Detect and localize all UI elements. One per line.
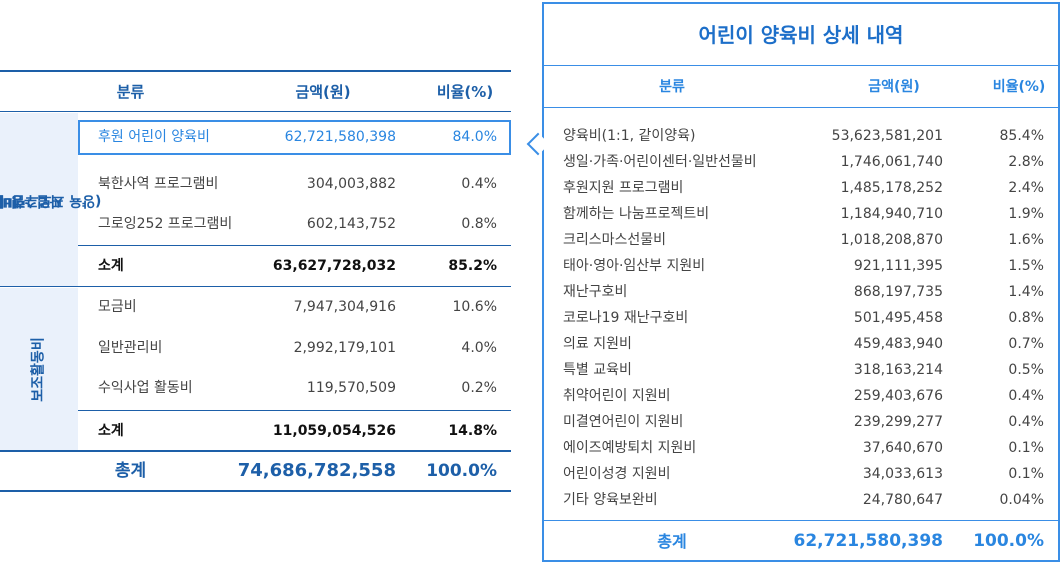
- table-row: 그로잉252 프로그램비 602,143,752 0.8%: [98, 216, 497, 232]
- detail-cell-amount: 1,485,178,252: [840, 180, 943, 196]
- detail-cell-ratio: 1.4%: [1008, 284, 1044, 300]
- detail-cell-category: 의료 지원비: [563, 336, 632, 352]
- expense-summary-table: 분류 금액(원) 비율(%) 사업수행비 (양육 프로그램비) 후원 어린이 양육…: [0, 70, 511, 492]
- detail-row: 양육비(1:1, 같이양육) 53,623,581,201 85.4%: [544, 123, 1058, 149]
- detail-cell-amount: 239,299,277: [853, 414, 943, 430]
- detail-cell-amount: 318,163,214: [853, 362, 943, 378]
- detail-panel: 어린이 양육비 상세 내역 분류 금액(원) 비율(%) 양육비(1:1, 같이…: [542, 2, 1060, 562]
- detail-cell-category: 생일·가족·어린이센터·일반선물비: [563, 154, 757, 170]
- detail-row: 취약어린이 지원비 259,403,676 0.4%: [544, 383, 1058, 409]
- detail-cell-category: 후원지원 프로그램비: [563, 180, 684, 196]
- detail-cell-category: 취약어린이 지원비: [563, 388, 671, 404]
- header-amount: 금액(원): [295, 83, 351, 101]
- detail-row: 생일·가족·어린이센터·일반선물비 1,746,061,740 2.8%: [544, 149, 1058, 175]
- detail-cell-ratio: 1.5%: [1008, 258, 1044, 274]
- detail-cell-category: 어린이성경 지원비: [563, 466, 671, 482]
- detail-cell-amount: 868,197,735: [853, 284, 943, 300]
- table-row: 수익사업 활동비 119,570,509 0.2%: [98, 380, 497, 396]
- detail-cell-amount: 259,403,676: [853, 388, 943, 404]
- detail-cell-amount: 34,033,613: [862, 466, 943, 482]
- total-divider: [544, 520, 1058, 521]
- detail-row: 기타 양육보완비 24,780,647 0.04%: [544, 487, 1058, 513]
- detail-row: 태아·영아·임산부 지원비 921,111,395 1.5%: [544, 253, 1058, 279]
- detail-cell-amount: 501,495,458: [853, 310, 943, 326]
- table-row: 모금비 7,947,304,916 10.6%: [98, 299, 497, 315]
- subtotal-row: 소계 11,059,054,526 14.8%: [78, 410, 511, 450]
- detail-row: 코로나19 재난구호비 501,495,458 0.8%: [544, 305, 1058, 331]
- detail-cell-amount: 921,111,395: [853, 258, 943, 274]
- detail-cell-ratio: 85.4%: [999, 128, 1044, 144]
- detail-row: 어린이성경 지원비 34,033,613 0.1%: [544, 461, 1058, 487]
- detail-table-header: 분류 금액(원) 비율(%): [544, 66, 1058, 108]
- detail-cell-ratio: 0.4%: [1008, 388, 1044, 404]
- group-label: 사업수행비 (양육 프로그램비): [0, 192, 102, 209]
- detail-row: 재난구호비 868,197,735 1.4%: [544, 279, 1058, 305]
- detail-row: 의료 지원비 459,483,940 0.7%: [544, 331, 1058, 357]
- detail-cell-category: 양육비(1:1, 같이양육): [563, 128, 696, 144]
- header-amount: 금액(원): [868, 79, 920, 95]
- detail-cell-amount: 1,184,940,710: [840, 206, 943, 222]
- detail-cell-category: 에이즈예방퇴치 지원비: [563, 440, 697, 456]
- detail-cell-ratio: 0.8%: [1008, 310, 1044, 326]
- detail-cell-ratio: 0.5%: [1008, 362, 1044, 378]
- detail-cell-ratio: 0.1%: [1008, 466, 1044, 482]
- group-divider: [0, 286, 511, 287]
- header-ratio: 비율(%): [992, 79, 1046, 95]
- detail-cell-category: 함께하는 나눔프로젝트비: [563, 206, 710, 222]
- detail-cell-category: 기타 양육보완비: [563, 492, 658, 508]
- table-row: 일반관리비 2,992,179,101 4.0%: [98, 340, 497, 356]
- table-row-child-sponsorship[interactable]: 후원 어린이 양육비 62,721,580,398 84.0%: [78, 120, 511, 155]
- header-ratio: 비율(%): [436, 83, 494, 101]
- group-business-expense: 사업수행비 (양육 프로그램비): [0, 113, 102, 287]
- detail-row: 특별 교육비 318,163,214 0.5%: [544, 357, 1058, 383]
- table-header: 분류 금액(원) 비율(%): [0, 72, 511, 112]
- group-support-expense: 보조활동비: [0, 288, 78, 451]
- detail-cell-category: 재난구호비: [563, 284, 628, 300]
- detail-cell-ratio: 0.04%: [999, 492, 1044, 508]
- detail-cell-ratio: 1.9%: [1008, 206, 1044, 222]
- detail-cell-amount: 459,483,940: [853, 336, 943, 352]
- detail-cell-amount: 37,640,670: [862, 440, 943, 456]
- table-row: 북한사역 프로그램비 304,003,882 0.4%: [98, 176, 497, 192]
- detail-row: 미결연어린이 지원비 239,299,277 0.4%: [544, 409, 1058, 435]
- group-label: 보조활동비: [30, 337, 47, 402]
- detail-row: 에이즈예방퇴치 지원비 37,640,670 0.1%: [544, 435, 1058, 461]
- detail-cell-ratio: 2.8%: [1008, 154, 1044, 170]
- detail-cell-amount: 24,780,647: [862, 492, 943, 508]
- detail-row: 함께하는 나눔프로젝트비 1,184,940,710 1.9%: [544, 201, 1058, 227]
- detail-cell-category: 태아·영아·임산부 지원비: [563, 258, 706, 274]
- detail-cell-category: 특별 교육비: [563, 362, 632, 378]
- total-row: 총계 74,686,782,558 100.0%: [114, 460, 497, 481]
- detail-cell-category: 크리스마스선물비: [563, 232, 667, 248]
- detail-cell-category: 코로나19 재난구호비: [563, 310, 689, 326]
- detail-cell-category: 미결연어린이 지원비: [563, 414, 684, 430]
- detail-cell-ratio: 0.1%: [1008, 440, 1044, 456]
- detail-cell-ratio: 1.6%: [1008, 232, 1044, 248]
- detail-row: 크리스마스선물비 1,018,208,870 1.6%: [544, 227, 1058, 253]
- detail-cell-ratio: 0.4%: [1008, 414, 1044, 430]
- table-top-border: [0, 70, 511, 72]
- header-category: 분류: [659, 79, 685, 95]
- detail-total-row: 총계 62,721,580,398 100.0%: [657, 531, 1044, 551]
- detail-cell-amount: 1,018,208,870: [840, 232, 943, 248]
- detail-cell-ratio: 0.7%: [1008, 336, 1044, 352]
- detail-cell-amount: 53,623,581,201: [831, 128, 943, 144]
- subtotal-row: 소계 63,627,728,032 85.2%: [78, 245, 511, 285]
- detail-panel-title: 어린이 양육비 상세 내역: [544, 4, 1058, 66]
- table-bottom-border: [0, 490, 511, 492]
- detail-cell-amount: 1,746,061,740: [840, 154, 943, 170]
- detail-row: 후원지원 프로그램비 1,485,178,252 2.4%: [544, 175, 1058, 201]
- header-category: 분류: [116, 83, 145, 101]
- detail-list: 양육비(1:1, 같이양육) 53,623,581,201 85.4% 생일·가족·어…: [544, 123, 1058, 513]
- detail-cell-ratio: 2.4%: [1008, 180, 1044, 196]
- total-divider: [0, 450, 511, 452]
